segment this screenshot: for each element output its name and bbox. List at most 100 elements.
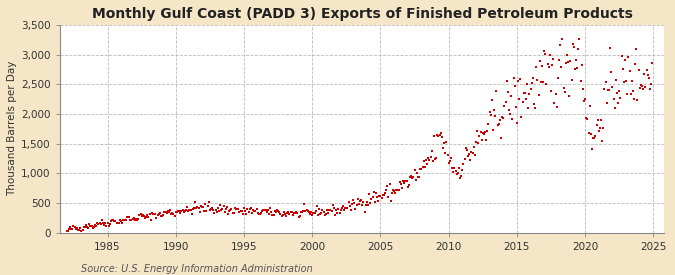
- Point: [487, 98, 497, 102]
- Point: [167, 211, 178, 216]
- Point: [199, 208, 210, 213]
- Point: [159, 210, 170, 214]
- Point: [504, 108, 514, 113]
- Point: [628, 97, 639, 101]
- Point: [474, 134, 485, 139]
- Point: [178, 210, 189, 214]
- Point: [408, 174, 419, 179]
- Point: [221, 207, 232, 211]
- Point: [483, 122, 494, 127]
- Point: [358, 200, 369, 205]
- Point: [582, 116, 593, 121]
- Point: [491, 89, 502, 93]
- Point: [184, 208, 195, 212]
- Point: [570, 57, 581, 62]
- Point: [558, 85, 569, 90]
- Point: [402, 185, 413, 189]
- Point: [274, 210, 285, 214]
- Point: [85, 224, 96, 229]
- Point: [578, 87, 589, 92]
- Point: [265, 206, 275, 210]
- Point: [273, 208, 284, 213]
- Point: [625, 92, 636, 97]
- Point: [74, 228, 84, 232]
- Point: [166, 211, 177, 216]
- Point: [140, 216, 151, 220]
- Point: [202, 203, 213, 208]
- Point: [145, 218, 156, 222]
- Point: [538, 80, 549, 84]
- Point: [645, 87, 655, 92]
- Point: [176, 208, 187, 213]
- Point: [288, 213, 298, 217]
- Point: [595, 125, 605, 130]
- Point: [465, 158, 476, 163]
- Point: [127, 217, 138, 221]
- Point: [612, 91, 622, 95]
- Point: [128, 216, 139, 220]
- Point: [123, 214, 134, 219]
- Point: [392, 188, 403, 192]
- Point: [638, 87, 649, 91]
- Point: [296, 210, 307, 214]
- Point: [329, 206, 340, 211]
- Point: [294, 214, 305, 218]
- Point: [427, 159, 438, 163]
- Point: [385, 199, 396, 203]
- Point: [484, 110, 495, 114]
- Point: [524, 92, 535, 96]
- Point: [562, 53, 572, 57]
- Point: [613, 101, 624, 105]
- Point: [592, 118, 603, 122]
- Point: [150, 211, 161, 216]
- Point: [231, 207, 242, 211]
- Point: [93, 222, 104, 226]
- Point: [477, 138, 487, 142]
- Point: [264, 212, 275, 216]
- Point: [277, 213, 288, 217]
- Point: [342, 206, 353, 210]
- Point: [177, 208, 188, 213]
- Point: [168, 212, 179, 216]
- Point: [163, 209, 174, 214]
- Point: [67, 227, 78, 231]
- Point: [389, 189, 400, 193]
- Point: [366, 197, 377, 202]
- Point: [631, 47, 642, 51]
- Point: [570, 67, 580, 71]
- Point: [194, 209, 205, 214]
- Point: [578, 99, 589, 103]
- Point: [616, 54, 627, 59]
- Point: [626, 79, 637, 83]
- Point: [457, 168, 468, 172]
- Point: [387, 188, 398, 192]
- Point: [371, 191, 381, 196]
- Point: [88, 224, 99, 229]
- Point: [354, 202, 364, 206]
- Point: [201, 208, 212, 213]
- Point: [623, 55, 634, 59]
- Point: [433, 134, 444, 138]
- Point: [618, 80, 629, 85]
- Point: [535, 59, 545, 64]
- Point: [135, 212, 146, 216]
- Point: [299, 202, 310, 207]
- Point: [489, 108, 500, 112]
- Point: [144, 212, 155, 216]
- Point: [607, 85, 618, 89]
- Point: [256, 211, 267, 215]
- Point: [195, 204, 206, 208]
- Point: [545, 89, 556, 93]
- Point: [65, 227, 76, 231]
- Point: [475, 129, 486, 134]
- Point: [125, 218, 136, 222]
- Point: [268, 212, 279, 217]
- Point: [72, 226, 82, 230]
- Point: [514, 97, 524, 101]
- Point: [103, 224, 114, 228]
- Point: [454, 166, 464, 170]
- Point: [118, 217, 129, 222]
- Point: [603, 88, 614, 93]
- Point: [290, 211, 300, 215]
- Point: [238, 211, 248, 216]
